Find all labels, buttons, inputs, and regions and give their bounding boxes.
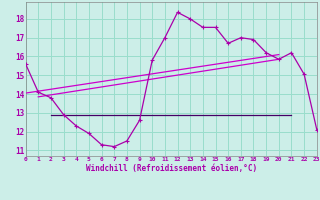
X-axis label: Windchill (Refroidissement éolien,°C): Windchill (Refroidissement éolien,°C) xyxy=(86,164,257,173)
